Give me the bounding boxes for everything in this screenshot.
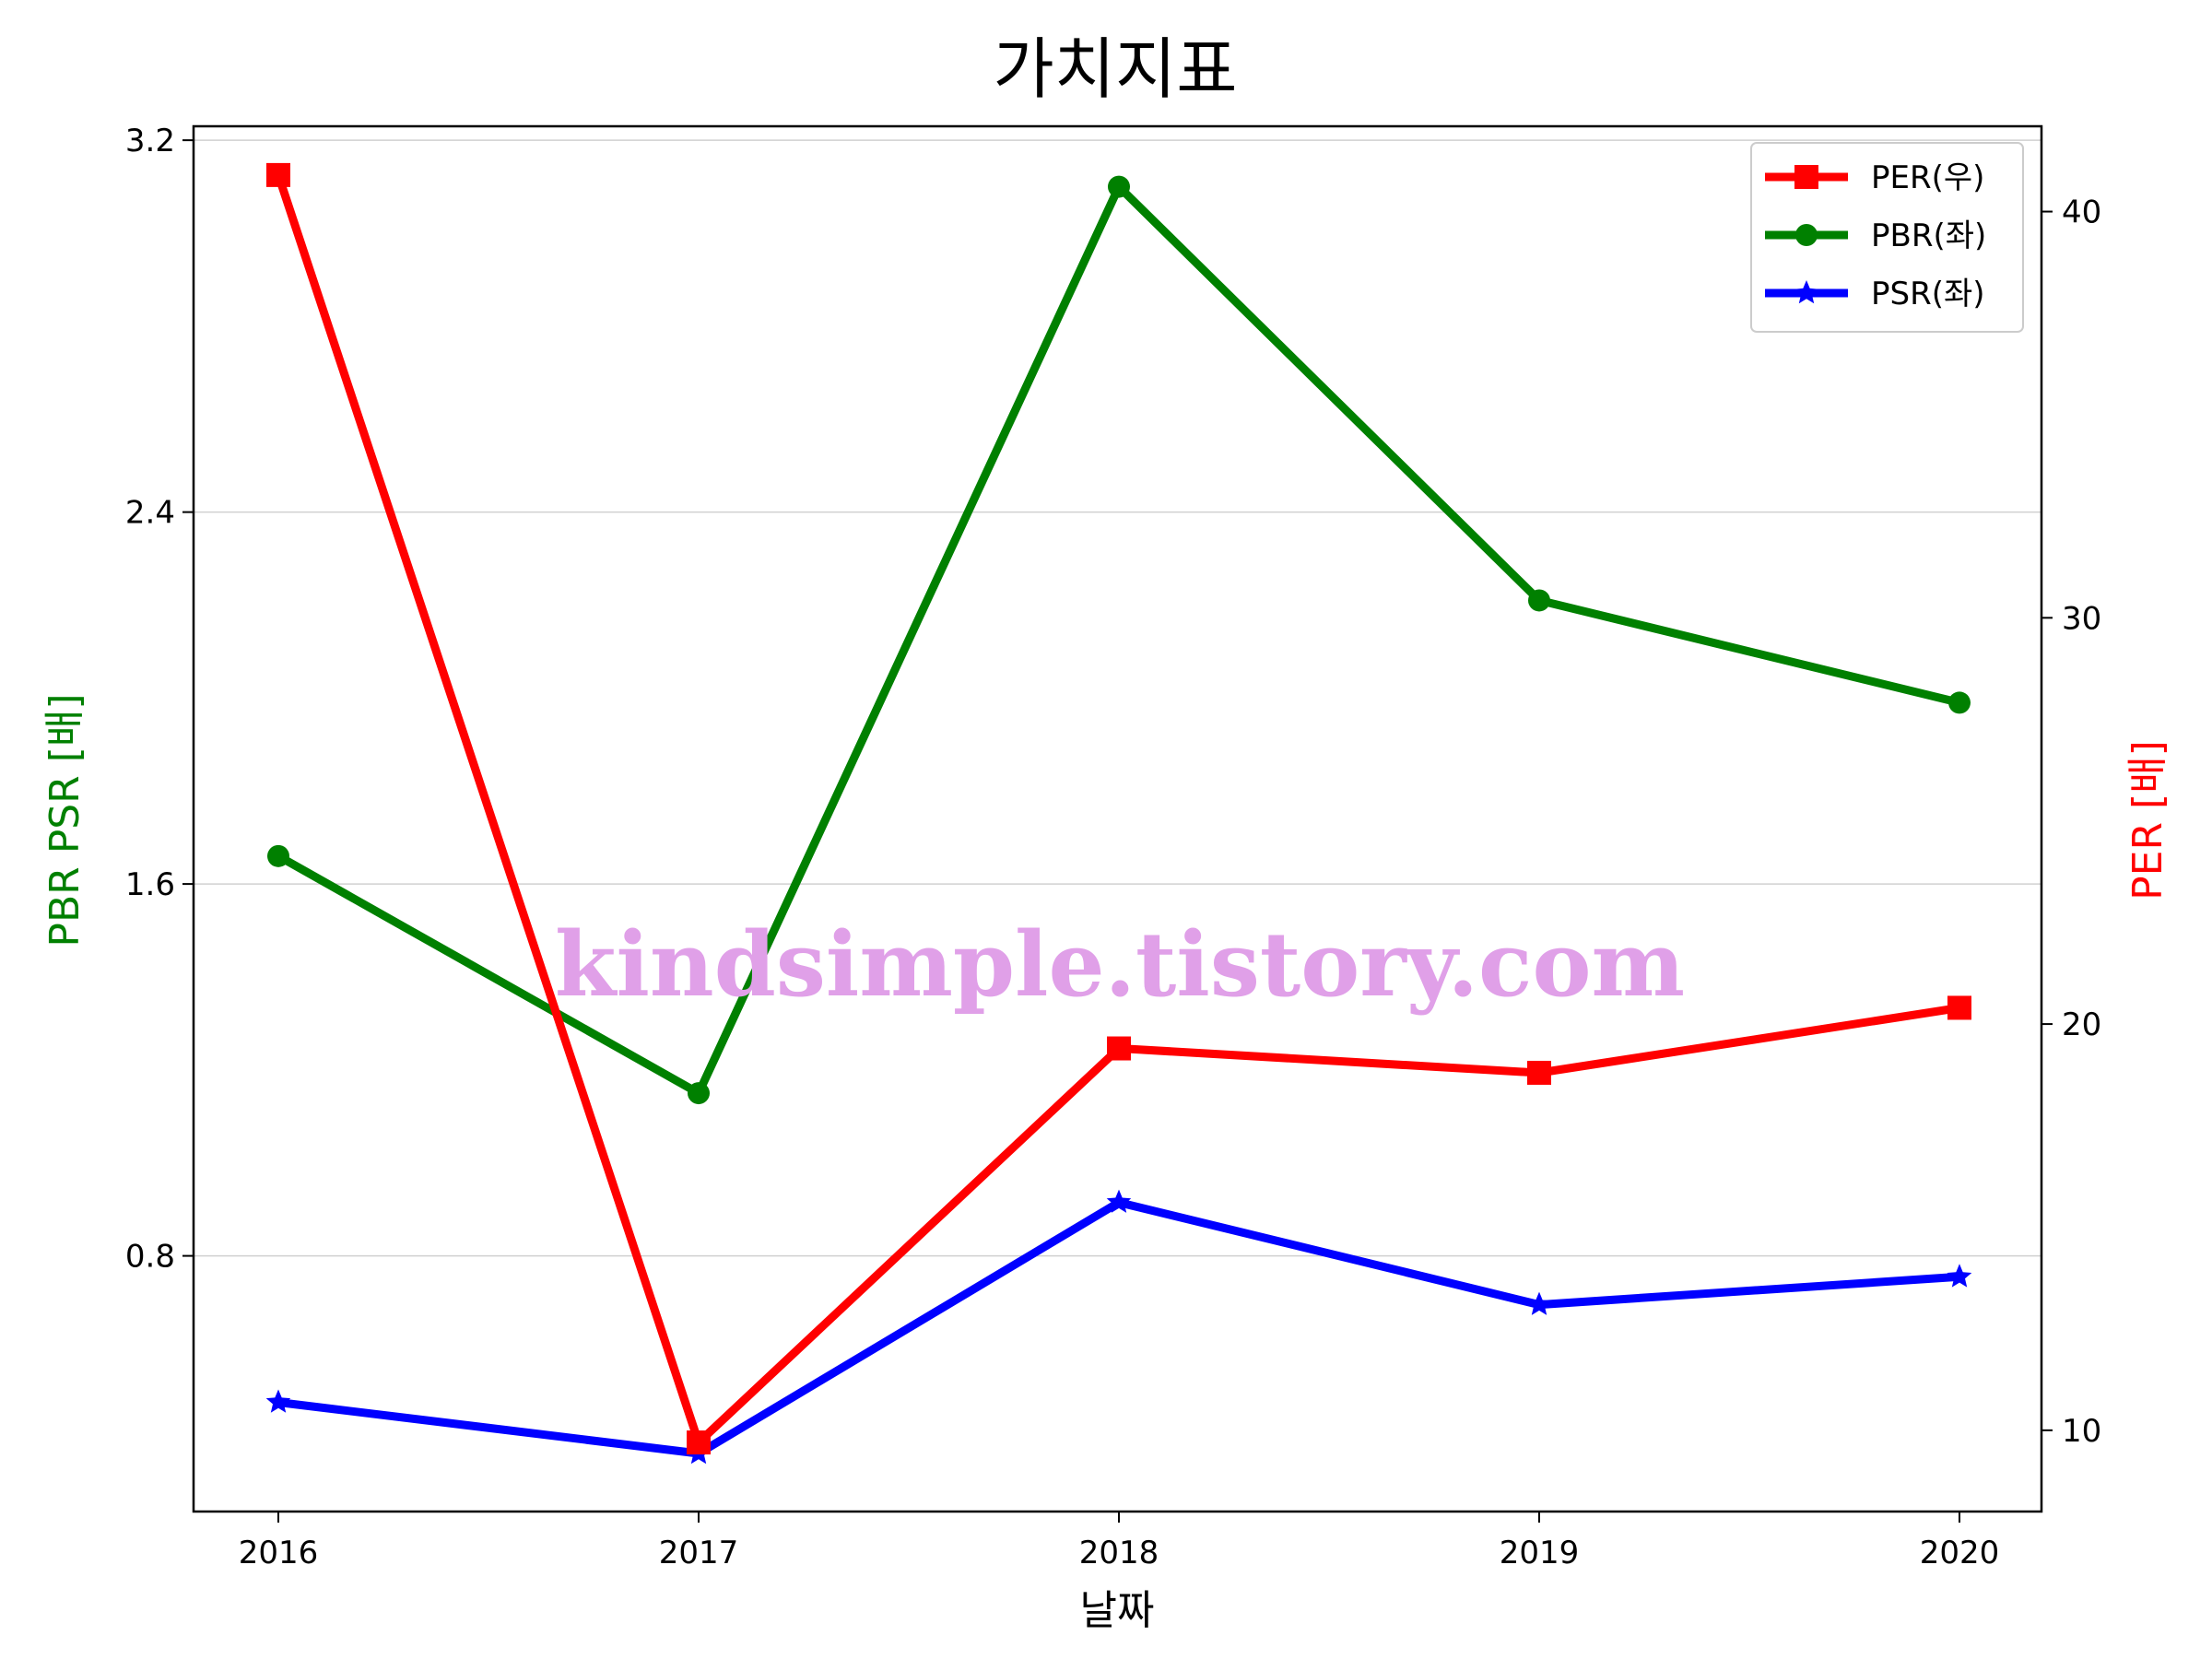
legend-marker — [1794, 165, 1818, 189]
left-y-tick-label: 0.8 — [125, 1239, 175, 1276]
data-point — [1528, 589, 1550, 612]
series-layer — [265, 162, 1972, 1465]
x-tick-label: 2019 — [1500, 1535, 1580, 1571]
data-point — [1106, 1189, 1132, 1213]
x-axis: 2016 2017 2018 2019 2020 — [239, 1512, 2000, 1571]
plot-frame — [192, 124, 2043, 1513]
right-y-axis-label: PER [배] — [2124, 740, 2171, 900]
legend-item: PSR(좌) — [1765, 276, 1985, 312]
chart-title: 가치지표 — [994, 30, 1238, 108]
data-point — [266, 162, 290, 187]
x-axis-label: 날짜 — [1080, 1587, 1155, 1634]
x-tick-label: 2018 — [1079, 1535, 1159, 1571]
right-y-tick-label: 20 — [2062, 1006, 2101, 1043]
series-per — [266, 162, 1971, 1455]
legend: PER(우) PBR(좌) PSR(좌) — [1750, 142, 2024, 333]
legend-marker — [1794, 280, 1819, 304]
x-tick-label: 2020 — [1920, 1535, 2000, 1571]
data-point — [1947, 995, 1971, 1020]
gridlines — [194, 139, 2041, 1257]
right-y-tick-label: 30 — [2062, 600, 2101, 637]
data-point — [267, 844, 289, 867]
data-point — [1948, 691, 1971, 714]
legend-label: PSR(좌) — [1871, 276, 1985, 312]
legend-label: PER(우) — [1871, 159, 1984, 196]
legend-item: PBR(좌) — [1765, 218, 1986, 254]
legend-box — [1750, 142, 2024, 333]
legend-marker — [1795, 224, 1818, 246]
x-tick-label: 2017 — [659, 1535, 739, 1571]
data-point — [688, 1082, 710, 1105]
data-point — [1526, 1291, 1552, 1315]
data-point — [1527, 1060, 1551, 1085]
right-y-tick-label: 40 — [2062, 194, 2101, 231]
right-y-axis: 10 20 30 40 — [2041, 194, 2101, 1450]
data-point — [687, 1430, 711, 1455]
left-y-tick-label: 3.2 — [125, 123, 175, 159]
x-tick-label: 2016 — [239, 1535, 319, 1571]
right-y-tick-label: 10 — [2062, 1413, 2101, 1450]
watermark: kindsimple.tistory.com — [555, 912, 1685, 1017]
left-y-tick-label: 2.4 — [125, 495, 175, 532]
left-y-tick-label: 1.6 — [125, 866, 175, 903]
left-y-axis-label: PBR PSR [배] — [41, 693, 88, 947]
legend-label: PBR(좌) — [1871, 218, 1986, 254]
data-point — [1108, 175, 1130, 198]
data-point — [265, 1389, 291, 1413]
legend-item: PER(우) — [1765, 159, 1984, 196]
series-psr — [265, 1189, 1972, 1465]
data-point — [1947, 1264, 1972, 1288]
left-y-axis: 0.8 1.6 2.4 3.2 — [125, 123, 194, 1276]
data-point — [1107, 1036, 1131, 1061]
